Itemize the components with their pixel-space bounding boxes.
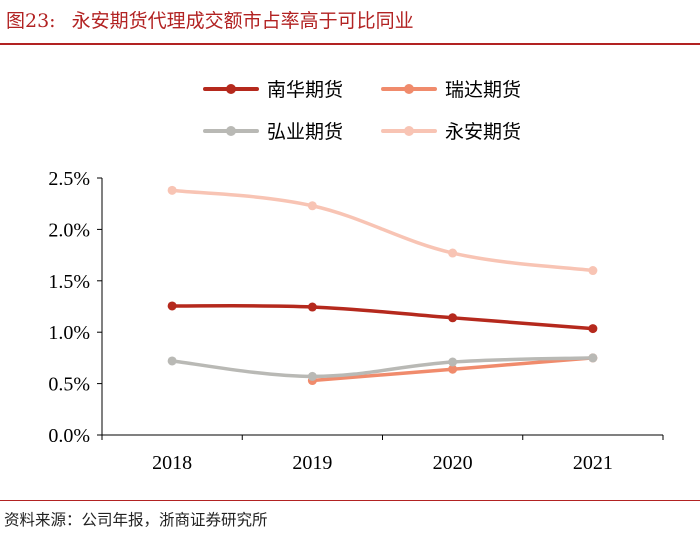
y-tick-label: 2.0% bbox=[48, 219, 90, 241]
data-point-2-2021 bbox=[588, 353, 598, 363]
series-line-2 bbox=[170, 356, 595, 379]
data-point-2-2018 bbox=[167, 356, 177, 366]
figure-label: 图23: bbox=[6, 10, 56, 32]
y-tick-label: 0.0% bbox=[48, 425, 90, 447]
y-tick-label: 1.0% bbox=[48, 322, 90, 344]
series-line-3 bbox=[170, 188, 595, 273]
data-point-2-2019 bbox=[307, 371, 317, 381]
x-tick-label-2018: 2018 bbox=[152, 452, 192, 474]
data-point-3-2018 bbox=[167, 185, 177, 195]
legend-marker-0 bbox=[226, 84, 236, 94]
data-point-3-2020 bbox=[448, 248, 458, 258]
data-point-0-2018 bbox=[167, 301, 177, 311]
y-tick-label: 2.5% bbox=[48, 168, 90, 190]
legend-marker-1 bbox=[404, 84, 414, 94]
legend-label-3: 永安期货 bbox=[445, 121, 521, 143]
data-point-0-2021 bbox=[588, 324, 598, 334]
data-point-2-2020 bbox=[448, 357, 458, 367]
x-tick-label-2020: 2020 bbox=[433, 452, 473, 474]
x-tick-label-2021: 2021 bbox=[573, 452, 613, 474]
y-tick-label: 1.5% bbox=[48, 271, 90, 293]
figure-title: 图23: 永安期货代理成交额市占率高于可比同业 bbox=[6, 6, 414, 33]
data-point-3-2019 bbox=[307, 201, 317, 211]
data-point-1-2020 bbox=[448, 364, 458, 374]
legend-label-2: 弘业期货 bbox=[267, 121, 343, 143]
data-point-0-2020 bbox=[448, 313, 458, 323]
line-chart: 0.0% 0.5% 1.0% 1.5% 2.0% 2.5% 2018 2019 2020 2021… bbox=[48, 79, 664, 474]
legend-label-0: 南华期货 bbox=[267, 79, 343, 101]
y-tick-label: 0.5% bbox=[48, 374, 90, 396]
x-tick-label-2019: 2019 bbox=[292, 452, 332, 474]
legend-marker-3 bbox=[404, 126, 414, 136]
legend-label-1: 瑞达期货 bbox=[445, 79, 521, 101]
legend-marker-2 bbox=[226, 126, 236, 136]
figure-title-text: 永安期货代理成交额市占率高于可比同业 bbox=[71, 10, 414, 32]
data-point-0-2019 bbox=[307, 302, 317, 312]
series-line-0 bbox=[170, 304, 595, 331]
data-point-3-2021 bbox=[588, 266, 598, 276]
footer-divider bbox=[0, 500, 700, 501]
source-note: 资料来源：公司年报，浙商证券研究所 bbox=[4, 511, 268, 529]
title-divider bbox=[0, 43, 700, 45]
